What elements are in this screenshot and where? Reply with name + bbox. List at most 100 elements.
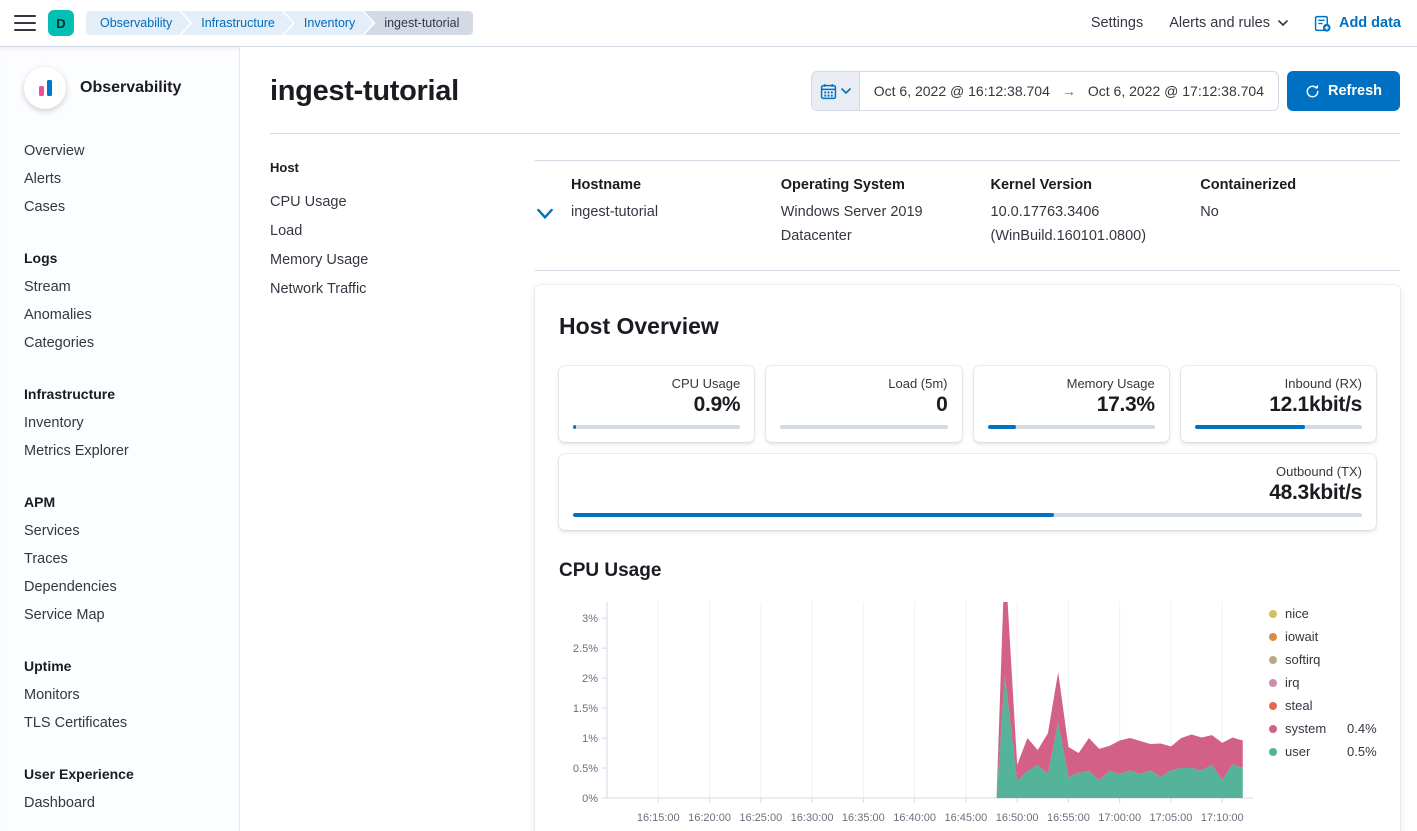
legend-item-iowait[interactable]: iowait (1269, 625, 1377, 648)
legend-dot-icon (1269, 724, 1277, 733)
metric-value: 0 (936, 393, 948, 416)
refresh-button[interactable]: Refresh (1287, 71, 1400, 111)
sidebar-item-inventory[interactable]: Inventory (24, 414, 84, 431)
legend-item-user[interactable]: user 0.5% (1269, 740, 1377, 763)
metadata-value: ingest-tutorial (571, 204, 659, 220)
refresh-label: Refresh (1328, 83, 1382, 99)
space-badge[interactable]: D (48, 10, 74, 36)
sidebar-item-service-map[interactable]: Service Map (24, 606, 105, 623)
date-range-end[interactable]: Oct 6, 2022 @ 17:12:38.704 (1087, 83, 1264, 99)
cpu-usage-heading: CPU Usage (559, 560, 662, 581)
subnav-item-cpu-usage[interactable]: CPU Usage (270, 193, 347, 210)
sidebar-section-uptime: Uptime (24, 658, 72, 674)
svg-text:16:25:00: 16:25:00 (739, 812, 782, 824)
add-data-icon (1314, 15, 1331, 32)
svg-text:16:15:00: 16:15:00 (637, 812, 680, 824)
svg-text:16:30:00: 16:30:00 (791, 812, 834, 824)
legend-item-steal[interactable]: steal (1269, 694, 1377, 717)
divider (270, 133, 1400, 134)
page-title: ingest-tutorial (270, 74, 459, 107)
sidebar-item-stream[interactable]: Stream (24, 278, 71, 295)
menu-icon[interactable] (14, 15, 36, 31)
sidebar-item-metrics-explorer[interactable]: Metrics Explorer (24, 442, 129, 459)
sidebar-item-services[interactable]: Services (24, 522, 80, 539)
add-data-button[interactable]: Add data (1314, 15, 1401, 32)
metric-label: Load (5m) (888, 376, 948, 391)
svg-text:16:40:00: 16:40:00 (893, 812, 936, 824)
legend-label: softirq (1285, 652, 1321, 667)
add-data-label: Add data (1338, 15, 1401, 31)
metric-label: CPU Usage (671, 376, 741, 391)
settings-link[interactable]: Settings (1090, 15, 1144, 31)
metadata-field: Kernel Version 10.0.17763.3406 (WinBuild.… (991, 177, 1191, 248)
svg-text:3%: 3% (582, 613, 598, 625)
sidebar-item-alerts[interactable]: Alerts (24, 170, 62, 187)
sidebar-title: Observability (80, 79, 182, 96)
host-subnav: Host CPU Usage Load Memory Usage Network Tr… (270, 134, 535, 831)
breadcrumb-item-infrastructure[interactable]: Infrastructure (181, 11, 293, 35)
metric-card-memory-usage: Memory Usage 17.3% (973, 366, 1169, 442)
legend-item-irq[interactable]: irq (1269, 671, 1377, 694)
metric-label: Outbound (TX) (1276, 464, 1362, 479)
sidebar-item-dashboard[interactable]: Dashboard (24, 794, 95, 811)
svg-text:2.5%: 2.5% (573, 643, 598, 655)
area-series-system (996, 602, 1243, 797)
legend-value: 0.4% (1347, 721, 1377, 736)
svg-text:16:55:00: 16:55:00 (1047, 812, 1090, 824)
subnav-item-load[interactable]: Load (270, 222, 303, 239)
legend-item-system[interactable]: system 0.4% (1269, 717, 1377, 740)
svg-text:16:50:00: 16:50:00 (996, 812, 1039, 824)
date-picker: Oct 6, 2022 @ 16:12:38.704 → Oct 6, 2022… (810, 71, 1279, 111)
chevron-down-icon (840, 88, 851, 94)
sidebar-item-tls-certificates[interactable]: TLS Certificates (24, 714, 128, 731)
sidebar-section-logs: Logs (24, 250, 58, 266)
metadata-label: Kernel Version (990, 177, 1093, 193)
metric-progress-bar (573, 513, 1362, 517)
arrow-right-icon: → (1061, 83, 1076, 99)
legend-item-softirq[interactable]: softirq (1269, 648, 1377, 671)
alerts-and-rules-label: Alerts and rules (1169, 15, 1270, 31)
breadcrumb-item-observability[interactable]: Observability (86, 11, 190, 35)
svg-text:16:45:00: 16:45:00 (944, 812, 987, 824)
metric-progress-bar (573, 425, 741, 429)
sidebar-section-user-experience: User Experience (24, 766, 134, 782)
sidebar-section-apm: APM (24, 494, 56, 510)
sidebar-nav: Overview Alerts Cases Logs Stream Anomalies Ca… (24, 137, 223, 817)
metadata-value: 10.0.17763.3406 (WinBuild.160101.0800) (990, 204, 1147, 244)
metric-card-cpu-usage: CPU Usage 0.9% (559, 366, 755, 442)
subnav-item-memory-usage[interactable]: Memory Usage (270, 251, 369, 268)
alerts-and-rules-menu[interactable]: Alerts and rules (1169, 15, 1288, 31)
sidebar-item-monitors[interactable]: Monitors (24, 686, 80, 703)
sidebar: Observability Overview Alerts Cases Logs Str… (0, 47, 240, 831)
metric-progress-bar (780, 425, 948, 429)
svg-text:17:05:00: 17:05:00 (1150, 812, 1193, 824)
cpu-usage-chart-svg: 16:15:00 16:20:00 16:25:00 16:30:00 16:35:00… (573, 602, 1253, 824)
legend-item-nice[interactable]: nice (1269, 602, 1377, 625)
sidebar-item-traces[interactable]: Traces (24, 550, 68, 567)
host-metadata: Hostname ingest-tutorial Operating System W… (535, 160, 1400, 271)
area-series-user (996, 675, 1243, 798)
sidebar-item-categories[interactable]: Categories (24, 334, 95, 351)
sidebar-item-dependencies[interactable]: Dependencies (24, 578, 117, 595)
svg-text:2%: 2% (582, 673, 598, 685)
metadata-field: Operating System Windows Server 2019 Data… (781, 177, 981, 248)
legend-dot-icon (1269, 747, 1277, 756)
legend-dot-icon (1269, 678, 1277, 687)
breadcrumb-item-inventory[interactable]: Inventory (284, 11, 373, 35)
sidebar-item-anomalies[interactable]: Anomalies (24, 306, 92, 323)
legend-value: 0.5% (1347, 744, 1377, 759)
sidebar-item-cases[interactable]: Cases (24, 198, 66, 215)
collapse-chevron-icon[interactable] (537, 180, 553, 248)
sidebar-item-overview[interactable]: Overview (24, 142, 85, 159)
svg-text:17:10:00: 17:10:00 (1201, 812, 1244, 824)
metadata-value: Windows Server 2019 Datacenter (780, 204, 923, 244)
svg-text:17:00:00: 17:00:00 (1098, 812, 1141, 824)
metric-value: 0.9% (693, 393, 741, 416)
svg-text:0.5%: 0.5% (573, 763, 598, 775)
subnav-item-network-traffic[interactable]: Network Traffic (270, 280, 367, 297)
date-picker-calendar-button[interactable] (811, 72, 860, 110)
main-content: ingest-tutorial Oct 6, 20 (240, 47, 1417, 831)
metric-label: Memory Usage (1066, 376, 1155, 391)
date-range-start[interactable]: Oct 6, 2022 @ 16:12:38.704 (873, 83, 1050, 99)
metadata-field: Containerized No (1200, 177, 1400, 248)
